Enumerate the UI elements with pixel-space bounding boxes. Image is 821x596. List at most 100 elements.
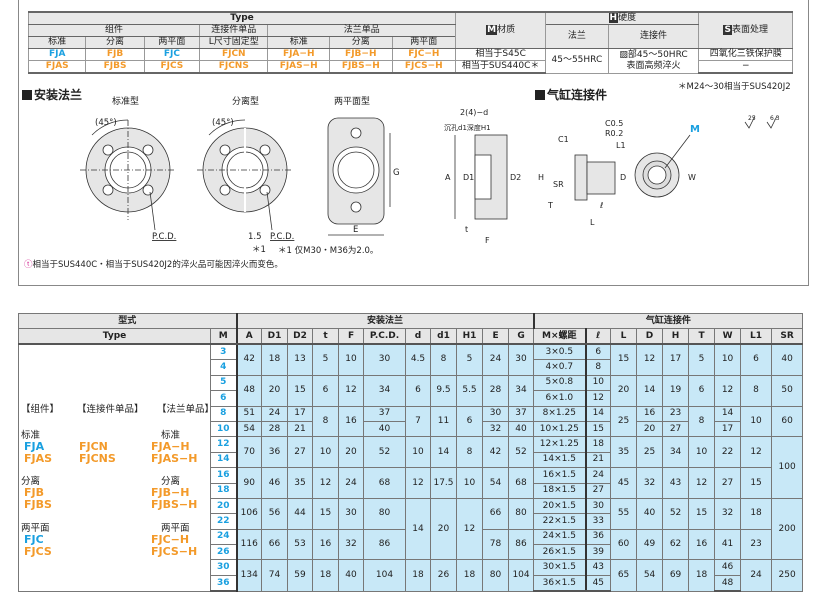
hardness-connector-line1: ▨部45～50HRC [619,49,688,60]
value-cell: 8 [312,405,340,438]
value-cell: 62 [662,528,690,561]
group-connector-header: 气缸连接件 [532,313,804,329]
value-cell: 20 [430,497,458,561]
value-cell: 9.5 [430,374,458,407]
value-cell: 23 [662,405,690,422]
sub-header: 两平面 [391,36,457,49]
column-header-w: W [714,328,742,345]
type-code: FJA−H [267,48,330,61]
value-cell: 18 [312,559,340,592]
value-cell: 54 [235,420,263,438]
value-cell: 8 [584,359,612,376]
value-cell: 24 [482,343,510,376]
table-row: 30 134 74 59 18 40 104 18 26 18 80 104 30×1.5 43 65 54 6… [19,559,804,592]
value-cell: 10 [740,405,773,438]
value-cell: 43 [662,467,690,499]
type-category-label: 标准 [21,430,41,441]
value-cell: 37 [508,405,535,422]
size-m-cell: 6 [209,390,238,407]
column-header-t: t [312,328,340,345]
value-cell: 100 [771,436,804,499]
sub-header: 分离 [85,36,145,49]
value-cell: 55 [610,497,638,530]
value-cell: 12 [338,374,365,407]
value-cell: 53 [287,528,314,561]
value-cell: 8 [456,436,484,469]
size-m-cell: 24 [209,528,238,546]
type-code: FJBS [85,60,145,74]
value-cell: 21 [584,451,612,469]
value-cell: 24 [740,559,773,592]
type-code: FJCN [199,48,269,61]
flange-standard-drawing: 标准型 (45°) P.C.D. [80,95,176,242]
roughness-25: 25 [748,115,756,122]
value-cell: 104 [508,559,535,592]
size-m-cell: 16 [209,467,238,484]
value-cell: 18 [456,559,484,592]
value-cell: 40 [636,497,664,530]
value-cell: 134 [235,559,263,592]
value-cell: 6×1.0 [533,390,587,407]
value-cell: 15 [610,343,638,376]
value-cell: 30 [338,497,365,530]
type-code: FJAS−H [267,60,330,74]
table-row: 【组件】 【连接件单品】 【法兰单品】 标准 标准 FJA FJAS FJCN FJCNS FJA… [18,343,804,592]
type-category-label: 分离 [161,476,181,487]
hardness-connector-value: ▨部45～50HRC 表面高频淬火 [607,48,700,74]
value-cell: 65 [610,559,638,592]
value-cell: 32 [714,497,742,530]
value-cell: 45 [610,467,638,499]
column-header-h1: H1 [456,328,484,345]
group-type-header: 型式 [17,313,238,329]
value-cell: 12 [714,374,742,407]
table-row: 12 70 36 27 10 20 52 10 14 8 42 52 12×1.25 18 35 25 34 10… [19,436,804,499]
value-cell: 22 [714,436,742,469]
label-D1: D1 [463,173,474,182]
label-E: E [353,225,358,235]
value-cell: 6 [740,343,773,376]
value-cell: 24 [261,405,289,422]
size-m-cell: 20 [209,497,238,515]
section-flange-title: 安装法兰 [22,86,82,103]
hardness-icon: H [608,13,619,23]
material-value: 相当于SUS440C＊ [455,60,547,74]
value-cell: 46 [261,467,289,499]
table-row: 5 48 20 15 6 12 34 6 9.5 5.5 28 34 5×0.8 10 20 14 19 6 12 8… [19,374,804,407]
value-cell: 28 [482,374,510,407]
type-category-label: 两平面 [161,523,190,534]
label-G: G [393,168,400,178]
value-cell: 14 [405,497,432,561]
value-cell: 30 [508,343,535,376]
label-D2: D2 [510,173,521,182]
value-cell: 5 [456,343,484,376]
hardness-connector-line2: 表面高频淬火 [626,60,681,71]
value-cell: 12×1.25 [533,436,587,453]
value-cell: 24 [338,467,365,499]
type-code: FJAS−H [151,452,198,465]
column-header-l1: L1 [740,328,773,345]
surface-value: − [698,60,793,74]
surface-value: 四氧化三铁保护膜 [698,48,793,61]
value-cell: 15 [287,374,314,407]
label-W: W [688,173,696,182]
type-category-label: 【法兰单品】 [157,404,215,415]
value-cell: 10 [405,436,432,469]
label-SR: SR [553,180,564,189]
value-cell: 30 [584,497,612,515]
value-cell: 34 [363,374,407,407]
value-cell: 68 [508,467,535,499]
sub-header: 分离 [329,36,393,49]
value-cell: 18 [688,559,716,592]
value-cell: 17.5 [430,467,458,499]
value-cell: 36 [584,528,612,546]
column-header-d: D [636,328,664,345]
value-cell: 14 [430,436,458,469]
type-code: FJB [85,48,145,61]
column-header--: ℓ [584,328,612,345]
column-header-l: L [610,328,638,345]
type-header: Type [18,328,211,345]
sub-header: 标准 [267,36,330,49]
value-cell: 3×0.5 [533,343,587,361]
label-star1: ＊1 [252,245,266,255]
value-cell: 54 [636,559,664,592]
